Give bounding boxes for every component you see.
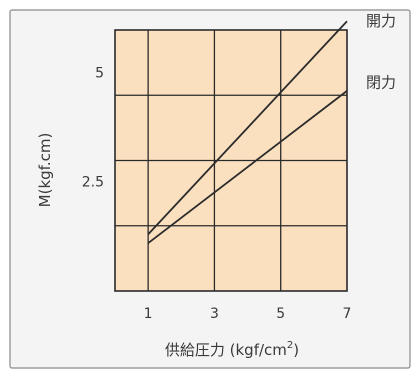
y-tick-label: 2.5 xyxy=(82,174,104,190)
x-axis-title: 供給圧力 (kgf/cm2) xyxy=(165,340,299,359)
x-tick-labels: 1 3 5 7 xyxy=(144,306,352,322)
x-tick-label: 7 xyxy=(343,306,352,322)
x-tick-label: 3 xyxy=(210,306,219,322)
y-axis-title: M(kgf.cm) xyxy=(36,133,54,208)
x-tick-label: 5 xyxy=(276,306,285,322)
plot-frame xyxy=(114,29,348,292)
x-axis-title-main: 供給圧力 (kgf/cm xyxy=(165,341,287,359)
x-axis-title-close: ) xyxy=(293,341,299,359)
grid-lines xyxy=(115,30,347,291)
series-line-1 xyxy=(147,20,348,236)
series-line-2 xyxy=(147,90,348,244)
y-tick-labels: 2.55 xyxy=(82,66,104,191)
series-label-2: 閉力 xyxy=(366,73,396,91)
series-lines xyxy=(147,20,348,244)
y-tick-label: 5 xyxy=(95,66,104,82)
x-axis-title-superscript: 2 xyxy=(287,340,293,351)
x-tick-label: 1 xyxy=(144,306,153,322)
series-label-1: 開力 xyxy=(366,12,396,30)
